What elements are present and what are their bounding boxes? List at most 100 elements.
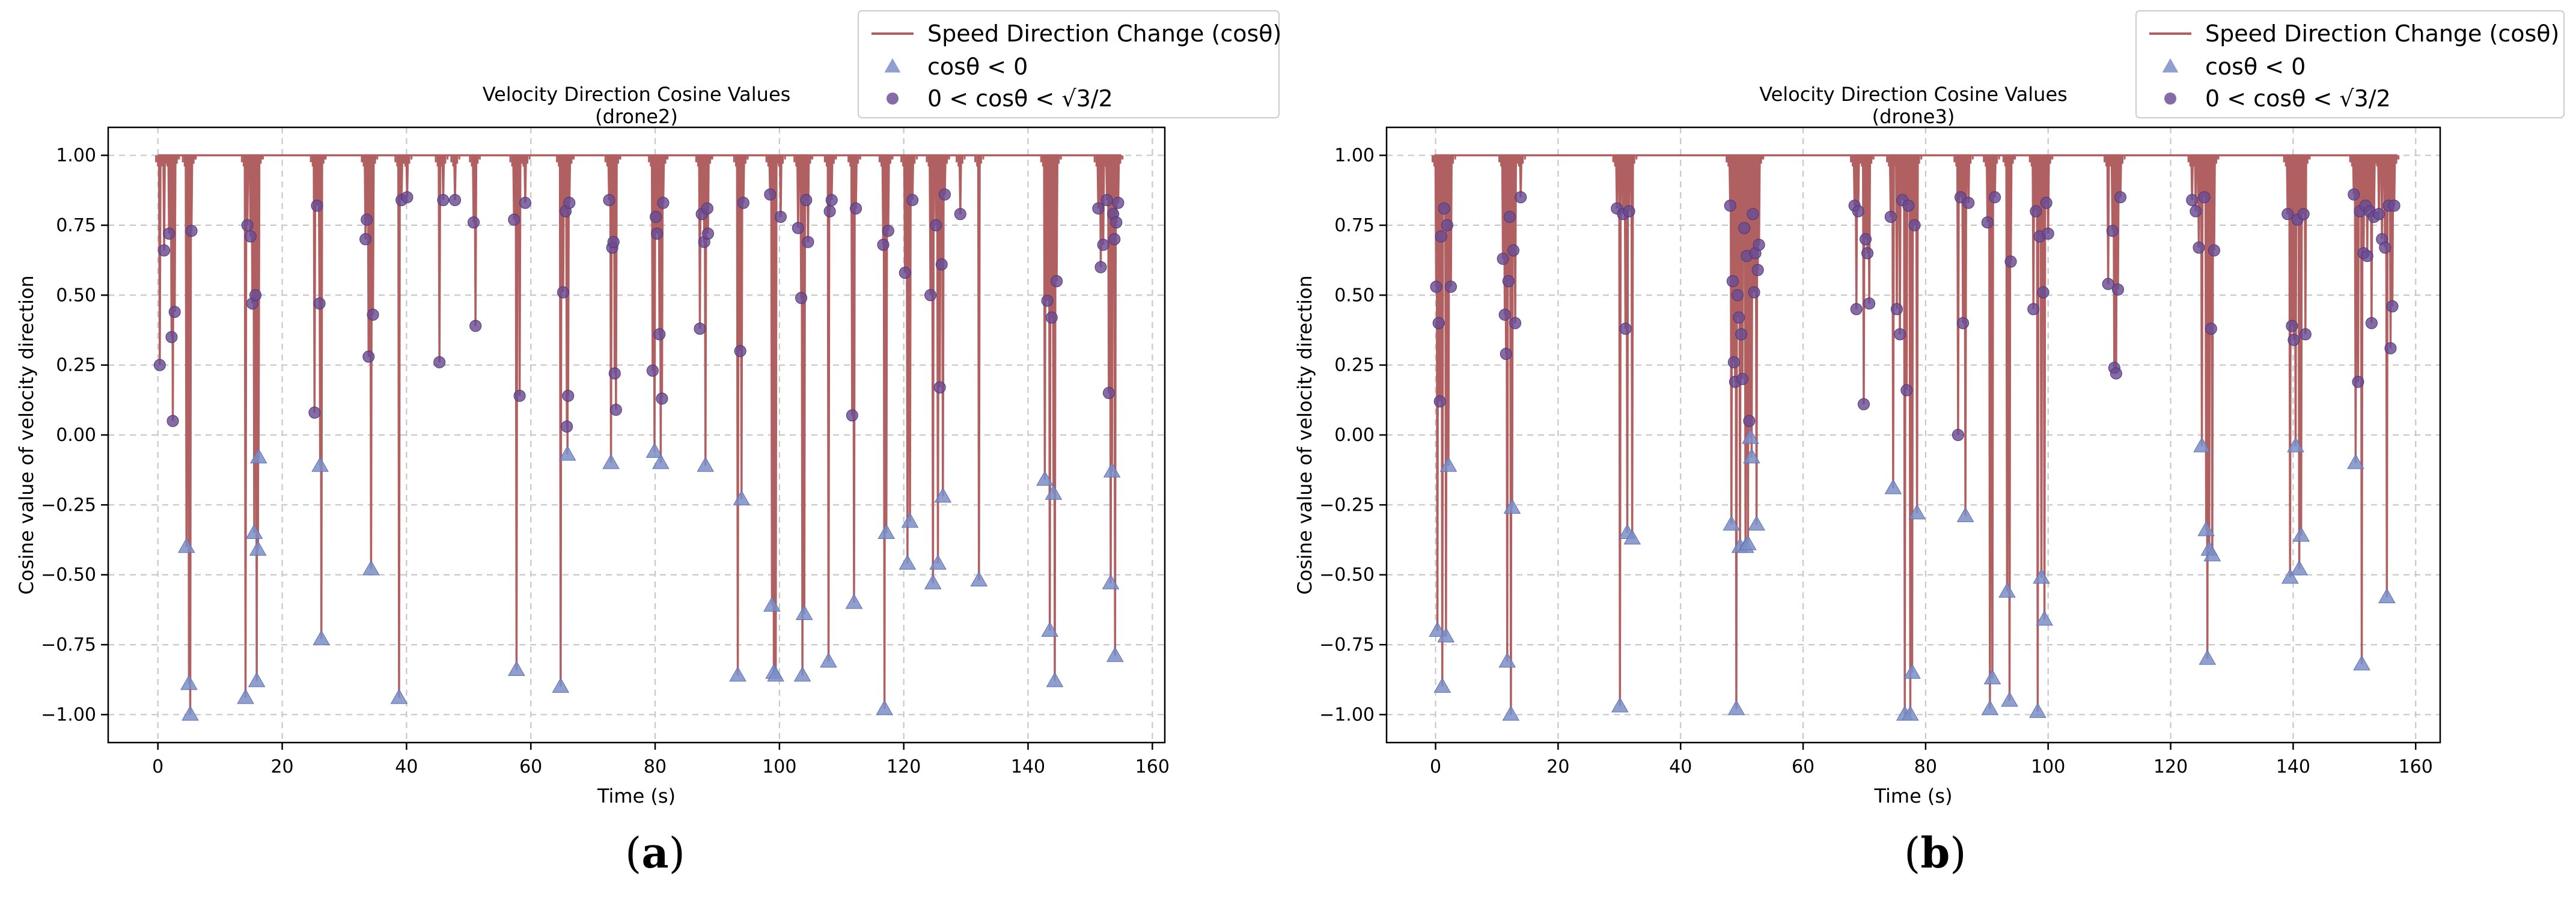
point-negative [899,554,917,570]
point-negative [1437,627,1455,643]
legend-triangle-swatch [2162,58,2179,73]
legend-label: Speed Direction Change (cosθ) [2205,20,2559,47]
point-negative [2199,649,2217,665]
series-line-cos-theta [157,154,1122,715]
point-mid [562,389,575,402]
series-line-jitter [2377,155,2387,167]
series-line-jitter [2116,155,2126,167]
grid-lines [108,127,1165,743]
point-mid [651,227,664,240]
legend-box [858,10,1280,118]
point-negative [820,652,837,668]
point-mid [1502,275,1515,287]
series-line-jitter [397,155,407,167]
point-mid [1045,311,1058,324]
series-line-jitter [1888,155,1899,167]
point-mid [933,381,946,394]
point-mid [1619,323,1632,335]
point-negative [767,666,784,682]
y-tick-label: −1.00 [41,704,96,725]
x-tick-label: 20 [270,756,293,777]
panel-label-b: (b) [1904,828,1967,878]
point-mid [2365,317,2378,329]
point-negative [552,677,570,693]
point-mid [2299,328,2312,341]
point-mid [906,194,919,207]
point-mid [1432,317,1445,329]
series-line-jitter [2006,155,2016,167]
x-axis-label: Time (s) [597,785,676,807]
point-mid [1727,356,1740,368]
series-line-jitter [1892,155,1902,167]
point-mid [656,392,668,405]
point-mid [2208,244,2220,257]
point-negative [729,666,746,682]
point-negative [237,688,254,704]
series-negative-markers [1429,428,2396,721]
series-line-jitter [611,155,621,167]
point-negative [2378,588,2396,604]
point-mid [825,194,838,207]
point-mid [2348,188,2360,201]
series-line-jitter [928,155,939,167]
series-line-jitter [658,155,669,167]
point-negative [845,594,863,609]
point-negative [2036,610,2053,626]
point-mid [1509,317,1522,329]
point-mid [2361,250,2373,263]
y-axis-label: Cosine value of velocity direction [15,275,38,595]
series-line-jitter [739,155,749,167]
point-mid [2042,227,2054,240]
point-mid [1850,303,1863,315]
point-negative [1103,462,1121,478]
point-mid [2114,191,2126,204]
point-negative [2287,437,2304,452]
point-mid [1100,194,1113,207]
point-mid [694,323,706,335]
point-mid [1751,264,1764,276]
series-line-jitter [771,155,781,167]
point-negative [245,523,263,539]
series-line-jitter [520,155,531,167]
point-mid [774,210,787,223]
point-negative [1433,677,1451,693]
x-tick-label: 0 [152,756,163,777]
point-mid [1908,219,1921,231]
point-negative [1036,470,1054,486]
point-mid [653,328,666,341]
point-negative [934,487,952,503]
point-negative [1429,621,1446,637]
point-negative [1742,428,1759,444]
series-line-jitter [776,155,786,167]
point-mid [166,415,179,427]
point-mid [1890,303,1903,315]
series-line-jitter [186,155,197,167]
point-mid [1441,219,1453,231]
point-negative [793,666,811,682]
point-mid [563,196,576,209]
point-mid [1112,196,1125,209]
point-mid [2193,242,2205,254]
y-tick-label: −0.75 [1319,634,1375,655]
point-mid [930,219,942,231]
point-negative [646,442,664,458]
point-mid [168,306,181,318]
point-negative [602,454,620,469]
series-mid-markers [153,188,1125,433]
point-negative [249,540,267,556]
point-negative [1623,529,1641,545]
point-negative [1502,705,1520,721]
series-line-jitter [1052,155,1062,167]
series-line-jitter [2191,155,2201,167]
legend-triangle-swatch [884,58,901,73]
point-mid [437,194,450,207]
series-line-jitter [2301,155,2311,167]
point-negative [1045,484,1063,500]
point-negative [311,457,329,472]
point-negative [249,448,267,464]
point-negative [924,574,942,589]
x-tick-label: 60 [1792,756,1814,777]
point-mid [163,227,175,240]
point-negative [2203,546,2221,562]
